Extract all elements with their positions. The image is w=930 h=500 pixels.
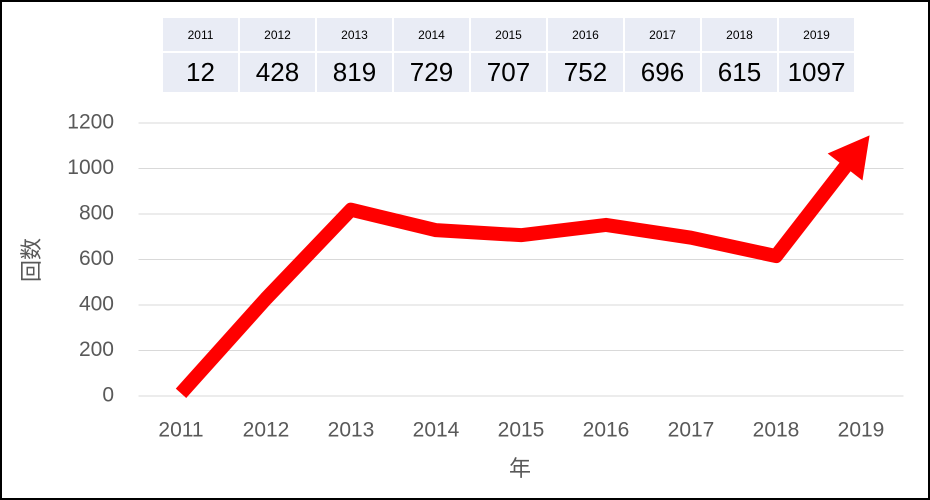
x-axis-label: 年 (509, 456, 531, 481)
table-header: 2014 (418, 28, 445, 42)
table-cell (548, 18, 623, 51)
table-value: 1097 (788, 57, 846, 87)
table-header: 2013 (341, 28, 368, 42)
table-value: 615 (718, 57, 761, 87)
table-header: 2012 (264, 28, 291, 42)
y-tick-label: 800 (79, 202, 114, 225)
y-axis-label: 回数 (19, 238, 44, 282)
table-cell (625, 18, 700, 51)
x-tick-label: 2019 (838, 419, 885, 442)
data-line (175, 142, 867, 398)
table-cell (163, 53, 238, 92)
x-tick-label: 2012 (243, 419, 290, 442)
table-cell (394, 18, 469, 51)
table-cell (163, 18, 238, 51)
table-cell (471, 18, 546, 51)
table-cell (702, 53, 777, 92)
y-tick-label: 600 (79, 247, 114, 270)
table-cell (317, 18, 392, 51)
table-value: 729 (410, 57, 453, 87)
table-value: 707 (487, 57, 530, 87)
x-tick-label: 2013 (328, 419, 375, 442)
table-value: 12 (186, 57, 215, 87)
table-header: 2018 (726, 28, 753, 42)
table-header: 2019 (803, 28, 830, 42)
table-value: 696 (641, 57, 684, 87)
y-tick-label: 400 (79, 293, 114, 316)
x-tick-label: 2015 (498, 419, 545, 442)
table-header: 2017 (649, 28, 676, 42)
table-value: 752 (564, 57, 607, 87)
table-cell (625, 53, 700, 92)
table-cell (240, 18, 315, 51)
table-cell (779, 18, 854, 51)
x-tick-label: 2011 (158, 419, 203, 442)
table-value: 428 (256, 57, 299, 87)
y-tick-label: 1000 (67, 156, 114, 179)
table-cell (779, 53, 854, 92)
table-cell (394, 53, 469, 92)
table-header: 2011 (188, 28, 214, 42)
x-tick-label: 2014 (413, 419, 460, 442)
y-tick-label: 200 (79, 338, 114, 361)
table-value: 819 (333, 57, 376, 87)
x-tick-label: 2017 (668, 419, 715, 442)
table-cell (548, 53, 623, 92)
arrow-head (827, 135, 870, 181)
table-cell (240, 53, 315, 92)
y-tick-label: 0 (102, 384, 114, 407)
table-header: 2016 (572, 28, 599, 42)
table-cell (702, 18, 777, 51)
table-header: 2015 (495, 28, 522, 42)
x-tick-label: 2016 (583, 419, 630, 442)
table-cell (317, 53, 392, 92)
x-tick-label: 2018 (753, 419, 800, 442)
y-tick-label: 1200 (67, 111, 114, 134)
table-cell (471, 53, 546, 92)
